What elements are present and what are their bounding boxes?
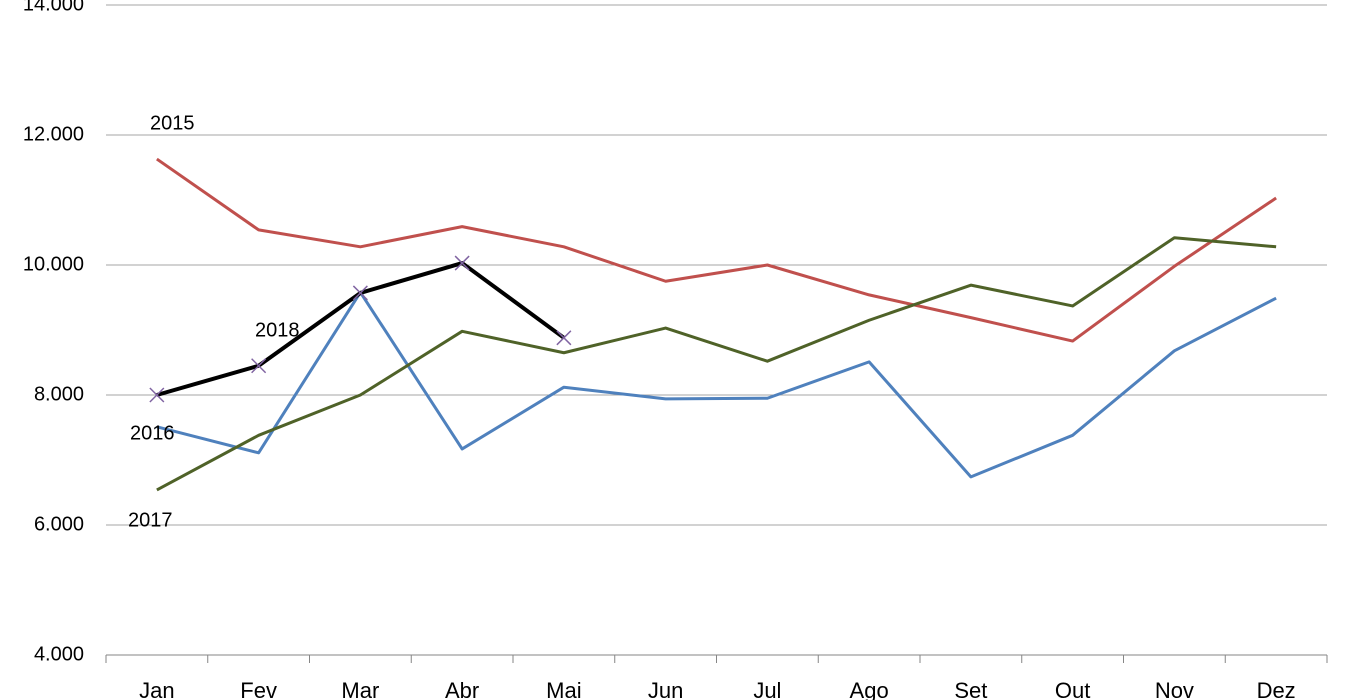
x-tick-label: Abr [445,678,479,700]
x-tick-label: Mai [546,678,581,700]
x-tick-label: Fev [240,678,277,700]
series-marker [352,285,368,301]
series-marker [454,255,470,271]
x-tick-label: Jul [753,678,781,700]
y-tick-label: 4.000 [34,643,84,665]
x-tick-label: Jun [648,678,683,700]
x-tick-label: Nov [1155,678,1194,700]
series-label: 2018 [255,319,300,341]
x-tick-label: Ago [850,678,889,700]
y-tick-label: 10.000 [23,253,84,275]
series-line [156,236,1277,492]
y-tick-label: 6.000 [34,513,84,535]
series-label: 2015 [150,112,195,134]
series-line [156,261,566,397]
y-tick-label: 8.000 [34,383,84,405]
y-tick-label: 14.000 [23,0,84,15]
x-tick-label: Jan [139,678,174,700]
x-tick-label: Mar [341,678,379,700]
x-tick-label: Set [954,678,987,700]
x-tick-label: Dez [1257,678,1296,700]
series-marker [556,330,572,346]
series-line [156,290,1277,479]
series-line [156,157,1277,343]
series-marker [251,358,267,374]
series-label: 2016 [130,422,175,444]
series-label: 2017 [128,509,173,531]
y-tick-label: 12.000 [23,123,84,145]
x-tick-label: Out [1055,678,1090,700]
series-marker [149,387,165,403]
